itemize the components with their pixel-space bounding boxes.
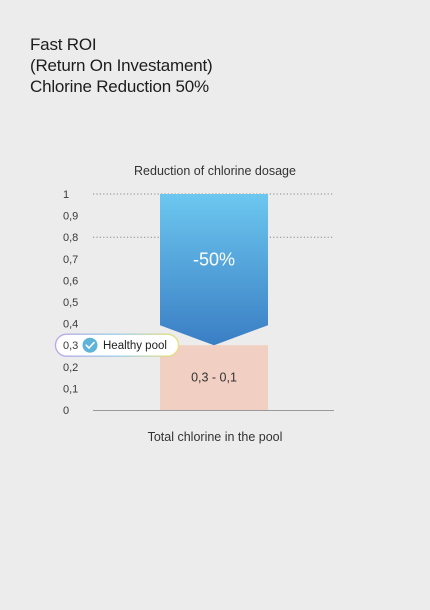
- check-icon: [82, 337, 98, 353]
- y-tick-label: 0: [63, 405, 69, 417]
- reduction-arrow: [160, 194, 268, 346]
- healthy-range-label: 0,3 - 0,1: [191, 371, 237, 385]
- y-tick-label: 0,4: [63, 319, 78, 331]
- heading-line-3: Chlorine Reduction 50%: [30, 77, 209, 96]
- y-tick-label: 0,7: [63, 254, 78, 266]
- y-tick-label: 0,5: [63, 297, 78, 309]
- page-heading: Fast ROI (Return On Investament) Chlorin…: [30, 34, 213, 97]
- y-tick-label: 0,9: [63, 211, 78, 223]
- y-tick-label: 0,2: [63, 362, 78, 374]
- check-icon-mark: [85, 341, 95, 349]
- healthy-range-bar: [160, 345, 268, 410]
- chart-title: Reduction of chlorine dosage: [134, 164, 296, 178]
- y-tick-label: 0,6: [63, 275, 78, 287]
- y-tick-label: 0,8: [63, 232, 78, 244]
- healthy-pool-label: Healthy pool: [103, 340, 167, 352]
- plot-area: 0,3 - 0,1 -50% 0 0,1 0,2 0,4 0,5 0,6 0,7 0,8 0,9 1 0…: [54, 189, 334, 417]
- heading-line-1: Fast ROI: [30, 35, 97, 54]
- y-tick-label: 1: [63, 189, 69, 201]
- reduction-label: -50%: [193, 250, 235, 270]
- y-tick-label: 0,1: [63, 383, 78, 395]
- heading-line-2: (Return On Investament): [30, 56, 213, 75]
- x-axis-label: Total chlorine in the pool: [148, 430, 283, 444]
- y-tick-label: 0,3: [63, 340, 78, 352]
